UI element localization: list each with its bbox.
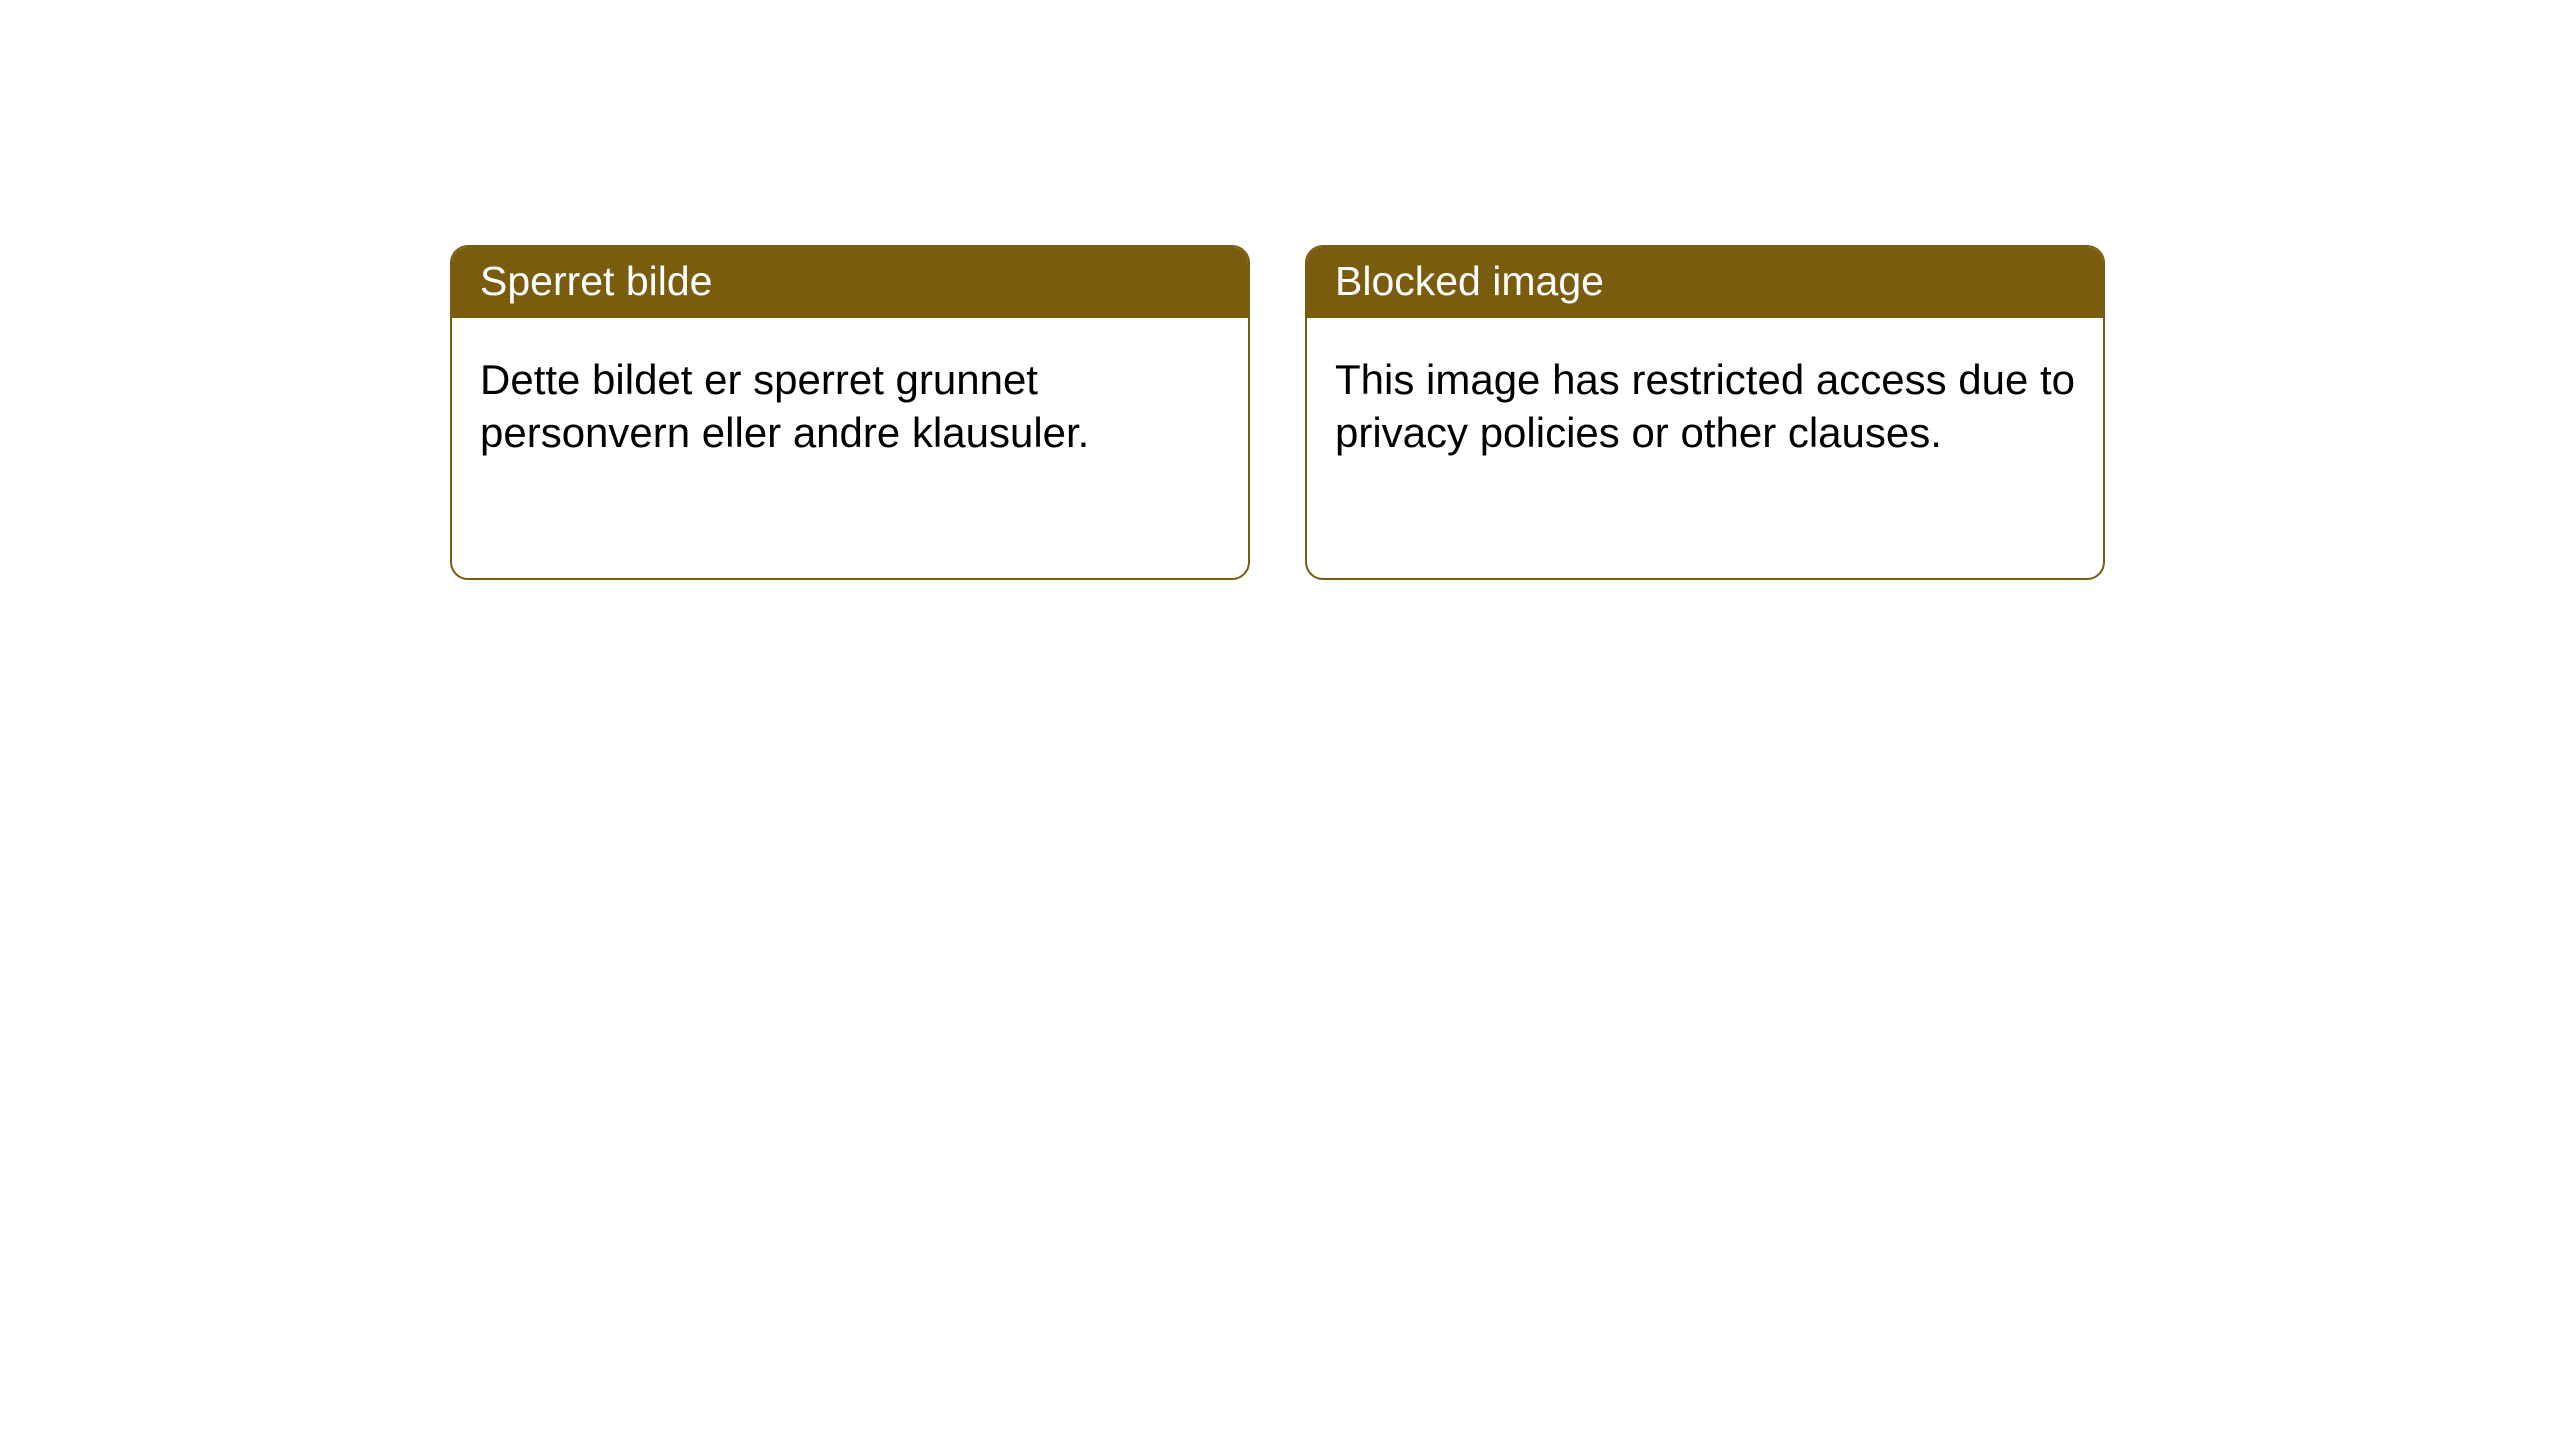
notice-body-text: This image has restricted access due to … [1335, 356, 2075, 456]
notice-cards-container: Sperret bilde Dette bildet er sperret gr… [450, 245, 2105, 580]
notice-body-text: Dette bildet er sperret grunnet personve… [480, 356, 1089, 456]
notice-header-text: Sperret bilde [480, 258, 712, 304]
notice-body: This image has restricted access due to … [1307, 318, 2103, 483]
notice-body: Dette bildet er sperret grunnet personve… [452, 318, 1248, 483]
notice-card-norwegian: Sperret bilde Dette bildet er sperret gr… [450, 245, 1250, 580]
notice-card-english: Blocked image This image has restricted … [1305, 245, 2105, 580]
notice-header: Sperret bilde [452, 247, 1248, 318]
notice-header: Blocked image [1307, 247, 2103, 318]
notice-header-text: Blocked image [1335, 258, 1604, 304]
